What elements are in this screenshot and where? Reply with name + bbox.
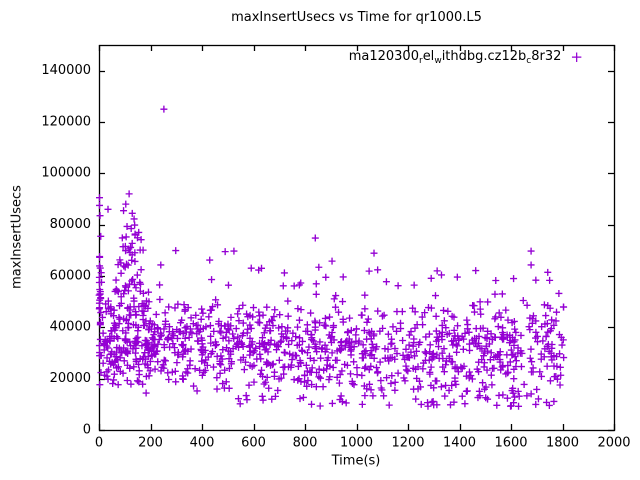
legend-series-label: ma120300relwithdbg.cz12bc8r32: [348, 49, 562, 66]
legend-sample-plus-marker: +: [570, 47, 583, 66]
y-axis-title: maxInsertUsecs: [9, 185, 25, 289]
legend: ma120300relwithdbg.cz12bc8r32 +: [99, 47, 583, 66]
x-axis-title: Time(s): [331, 453, 381, 469]
legend-label-text: 8r32: [531, 49, 562, 64]
chart-title: maxInsertUsecs vs Time for qr1000.L5: [231, 10, 482, 25]
legend-label-text: ma120300: [348, 49, 419, 64]
legend-label-text: el: [422, 49, 435, 64]
legend-label-subscript: r: [418, 56, 423, 66]
legend-label-text: ithdbg.cz12b: [441, 49, 527, 64]
legend-label-subscript: w: [434, 56, 442, 66]
legend-label-subscript: c: [526, 56, 532, 66]
